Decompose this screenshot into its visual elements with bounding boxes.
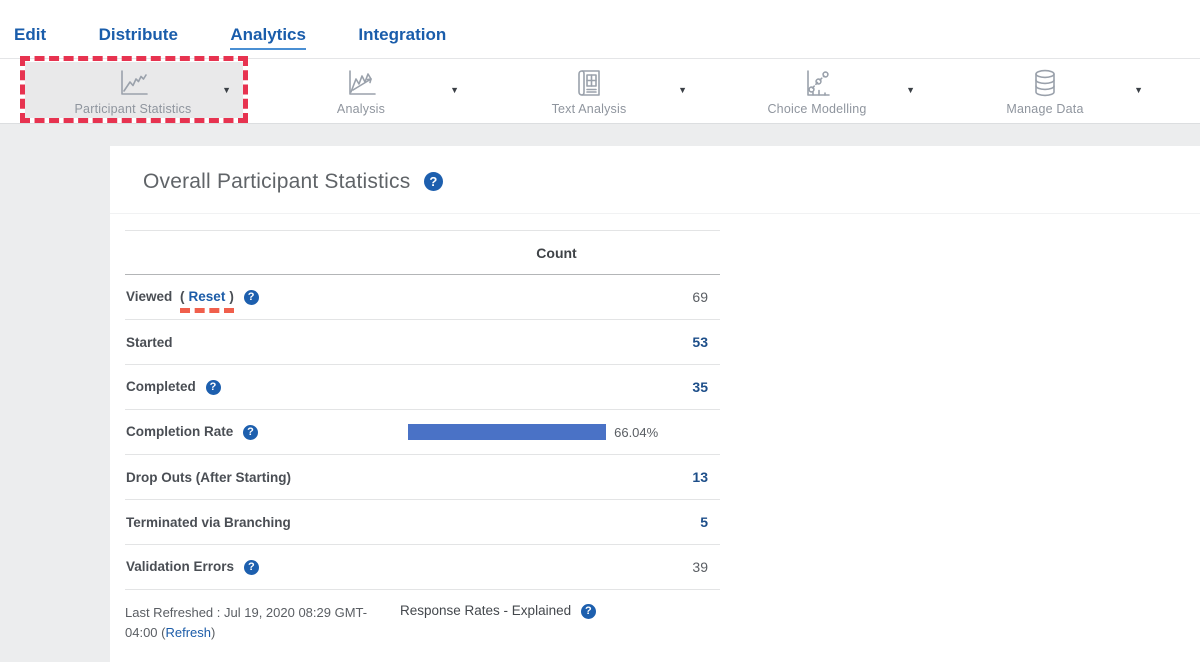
help-icon[interactable]: ? [580,603,596,619]
toolbar-item-manage-data[interactable]: Manage Data ▼ [931,59,1159,123]
help-icon[interactable]: ? [243,559,259,575]
response-rates-label: Response Rates - Explained [400,603,572,618]
table-row-completion-rate: Completion Rate ? 66.04% [125,410,720,455]
row-label: Completed [126,379,196,395]
chevron-down-icon[interactable]: ▼ [450,85,459,95]
selected-tool-highlight [25,62,243,118]
page-title: Overall Participant Statistics [143,170,411,193]
refresh-link[interactable]: Refresh [165,625,212,641]
document-grid-icon [574,66,604,98]
table-row-terminated: Terminated via Branching 5 [125,500,720,545]
scatter-chart-icon [801,66,833,98]
row-value: 53 [692,334,708,350]
nav-item-integration[interactable]: Integration [358,25,447,44]
paren-open: ( [180,289,185,305]
row-label: Validation Errors [126,559,235,575]
top-nav: Edit Distribute Analytics Integration [0,0,1200,58]
row-value: 35 [692,379,708,395]
chevron-down-icon[interactable]: ▼ [906,85,915,95]
help-icon[interactable]: ? [243,289,259,305]
completion-rate-percent: 66.04% [614,424,659,440]
nav-item-analytics[interactable]: Analytics [230,25,306,50]
chevron-down-icon[interactable]: ▼ [1134,85,1143,95]
title-block: Overall Participant Statistics ? [110,146,1200,214]
row-label: Drop Outs (After Starting) [126,469,291,485]
chevron-down-icon[interactable]: ▼ [222,85,231,95]
toolbar-item-label: Participant Statistics [74,102,192,116]
participant-statistics-table: Count Viewed (Reset) ? 69 Started 53 Com… [125,230,720,643]
nav-item-edit[interactable]: Edit [14,25,47,44]
help-icon[interactable]: ? [205,379,221,395]
help-icon[interactable]: ? [423,172,443,192]
table-header-row: Count [125,230,720,275]
toolbar-item-label: Text Analysis [551,102,627,116]
page-background: Overall Participant Statistics ? Count V… [0,124,1200,662]
table-row-validation-errors: Validation Errors ? 39 [125,545,720,590]
toolbar-item-label: Analysis [336,102,386,116]
toolbar-item-label: Choice Modelling [767,102,867,116]
last-refreshed-text: Last Refreshed : Jul 19, 2020 08:29 GMT-… [125,605,368,641]
line-chart-icon [116,66,150,98]
database-icon [1030,66,1060,98]
row-label: Started [126,334,173,350]
statistics-card: Overall Participant Statistics ? Count V… [110,146,1200,662]
toolbar-item-label: Manage Data [1006,102,1084,116]
row-value: 39 [692,559,708,575]
toolbar-item-text-analysis[interactable]: Text Analysis ▼ [475,59,703,123]
row-value: 69 [692,289,708,305]
toolbar-item-analysis[interactable]: Analysis ▼ [247,59,475,123]
count-column-header: Count [536,244,577,261]
trend-chart-icon [344,66,378,98]
row-label: Completion Rate [126,424,234,440]
paren-close: ) [229,289,234,305]
completion-rate-bar: 66.04% [408,424,708,440]
completion-rate-bar-fill [408,424,607,440]
table-row-viewed: Viewed (Reset) ? 69 [125,275,720,320]
table-footer: Last Refreshed : Jul 19, 2020 08:29 GMT-… [125,590,720,643]
row-label: Terminated via Branching [126,514,291,530]
analytics-toolbar: Participant Statistics ▼ Analysis ▼ [0,56,1200,124]
table-row-drop-outs: Drop Outs (After Starting) 13 [125,455,720,500]
row-value: 5 [700,514,708,530]
row-value: 13 [692,469,708,485]
nav-item-distribute[interactable]: Distribute [98,25,178,44]
toolbar-item-choice-modelling[interactable]: Choice Modelling ▼ [703,59,931,123]
toolbar-item-participant-statistics[interactable]: Participant Statistics ▼ [19,56,248,123]
chevron-down-icon[interactable]: ▼ [678,85,687,95]
table-row-completed: Completed ? 35 [125,365,720,410]
annotation-dashed-underline: (Reset) [180,289,234,314]
row-label: Viewed [126,289,173,305]
table-row-started: Started 53 [125,320,720,365]
reset-link[interactable]: Reset [188,289,226,305]
help-icon[interactable]: ? [243,424,259,440]
